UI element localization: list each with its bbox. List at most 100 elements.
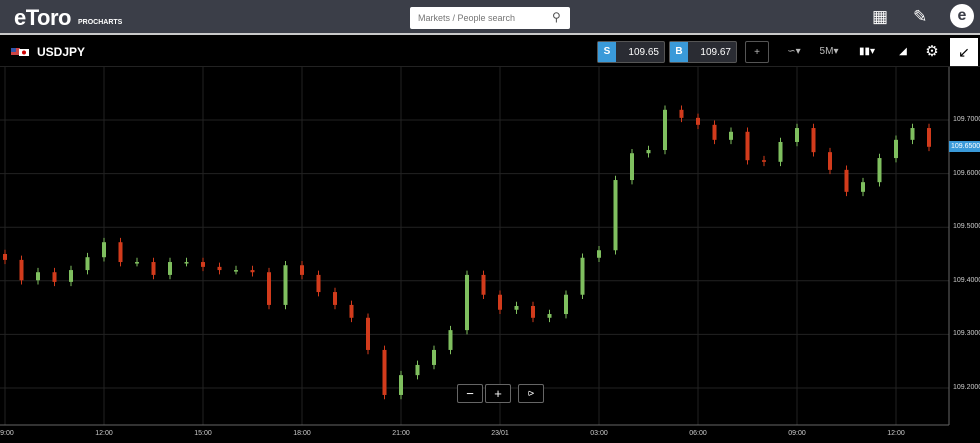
candle-body <box>613 180 618 251</box>
candle-body <box>102 242 106 258</box>
candle-body <box>828 152 832 170</box>
etoro-logo[interactable]: eToro <box>14 5 71 30</box>
chart-type-icon[interactable]: ∽▾ <box>787 46 801 57</box>
y-tick-label: 109.4000 <box>953 276 980 284</box>
candle-body <box>762 160 766 162</box>
zoom-out-button[interactable]: − <box>457 384 483 403</box>
candle-body <box>85 257 90 271</box>
candle-body <box>151 262 156 275</box>
candle-body <box>729 131 733 140</box>
candle-body <box>217 266 222 271</box>
draw-tool-icon[interactable]: ◢ <box>899 46 907 57</box>
zoom-in-button[interactable]: + <box>485 384 511 403</box>
candle-body <box>547 314 552 318</box>
candle-body <box>514 305 519 310</box>
candle-body <box>399 375 403 395</box>
candle-body <box>844 169 849 192</box>
collapse-icon[interactable]: ↙ <box>950 38 978 66</box>
candle-body <box>745 131 750 161</box>
candle-body <box>877 158 882 183</box>
layout-icon[interactable]: ▦ <box>872 7 889 26</box>
sell-tag: S <box>598 42 616 62</box>
search-icon[interactable]: ⚲ <box>552 10 561 24</box>
candle-body <box>432 349 436 365</box>
buy-tag: B <box>670 42 688 62</box>
candle-body <box>531 305 535 318</box>
candle-body <box>498 294 502 310</box>
y-tick-label: 109.2000 <box>953 384 980 391</box>
candle-body <box>52 272 57 282</box>
candle-body <box>481 274 486 295</box>
candle-body <box>663 109 667 151</box>
x-tick-label: 12:00 <box>887 430 905 437</box>
candle-body <box>646 150 651 154</box>
candle-body <box>19 259 24 281</box>
x-tick-label: 18:00 <box>293 430 311 437</box>
x-tick-label: 23/01 <box>491 430 509 437</box>
top-bar: eToro PROCHARTS ⚲ ▦ ✎ e <box>0 0 980 35</box>
x-tick-label: 06:00 <box>689 430 707 437</box>
candle-body <box>894 139 898 159</box>
candle-body <box>580 257 585 295</box>
candle-body <box>201 262 205 267</box>
search-input[interactable] <box>410 7 570 29</box>
x-tick-label: 09:00 <box>0 430 14 437</box>
share-icon[interactable]: ⪧ <box>518 384 544 403</box>
candle-body <box>811 128 816 153</box>
candle-body <box>861 182 865 192</box>
sell-price: 109.65 <box>628 47 659 58</box>
candle-body <box>778 141 783 162</box>
x-tick-label: 09:00 <box>788 430 806 437</box>
candle-body <box>333 292 337 305</box>
candle-body <box>349 304 354 318</box>
candle-body <box>234 270 238 272</box>
candle-body <box>465 274 469 331</box>
candle-body <box>597 250 601 258</box>
candle-body <box>910 128 915 140</box>
candle-body <box>168 262 172 275</box>
candle-body <box>300 265 304 275</box>
procharts-label: PROCHARTS <box>78 19 123 26</box>
candle-body <box>795 128 799 142</box>
price-chart[interactable] <box>0 67 980 443</box>
candle-body <box>712 124 717 140</box>
candle-body <box>283 265 288 305</box>
symbol-label: USDJPY <box>37 45 86 59</box>
candle-body <box>316 274 321 293</box>
x-tick-label: 12:00 <box>95 430 113 437</box>
y-tick-label: 109.7000 <box>953 116 980 123</box>
candle-body <box>448 330 453 350</box>
x-tick-label: 21:00 <box>392 430 410 437</box>
buy-price: 109.67 <box>700 47 731 58</box>
candle-body <box>415 364 420 376</box>
interval-label: 5M <box>819 46 834 57</box>
candle-body <box>382 349 387 395</box>
buy-button[interactable]: B 109.67 <box>669 41 737 63</box>
candle-body <box>250 270 255 273</box>
y-tick-label: 109.6000 <box>953 169 980 177</box>
sell-button[interactable]: S 109.65 <box>597 41 665 63</box>
x-tick-label: 15:00 <box>194 430 212 437</box>
y-tick-label: 109.5000 <box>953 223 980 231</box>
candle-body <box>36 272 40 281</box>
candle-body <box>927 128 931 147</box>
usd-jpy-flag-icon <box>11 48 29 56</box>
candle-body <box>679 109 684 118</box>
gear-icon[interactable]: ⚙ <box>925 43 939 60</box>
candle-body <box>184 262 189 264</box>
candle-body <box>135 262 139 264</box>
candle-body <box>118 242 123 263</box>
candle-body <box>564 294 568 315</box>
candle-body <box>3 254 7 260</box>
crosshair-icon[interactable]: + <box>745 41 769 63</box>
etoro-user-icon[interactable]: e <box>950 4 974 28</box>
chart-toolbar: USDJPY S 109.65 B 109.67 + ∽▾ 5M▾ ▮▮▾ ◢ … <box>0 37 980 67</box>
pen-icon[interactable]: ✎ <box>913 7 928 26</box>
current-price-label: 109.6500 <box>949 141 980 152</box>
candles-icon[interactable]: ▮▮▾ <box>858 46 876 57</box>
candle-body <box>366 317 370 350</box>
x-tick-label: 03:00 <box>590 430 608 437</box>
candle-body <box>630 153 634 181</box>
interval-select[interactable]: 5M▾ <box>819 46 839 57</box>
candle-body <box>69 270 73 282</box>
